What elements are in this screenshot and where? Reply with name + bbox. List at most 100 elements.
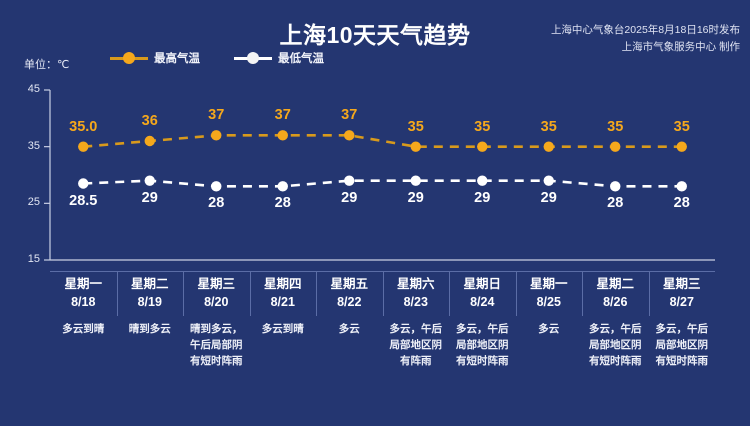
day-date-label: 8/19 [137, 295, 162, 309]
day-date-label: 8/21 [270, 295, 295, 309]
day-weather-description: 多云 [338, 323, 360, 335]
value-label-high-9: 35 [673, 118, 690, 135]
value-label-low-3: 28 [274, 195, 291, 212]
data-point-high-7[interactable] [543, 141, 554, 152]
day-column-separator-3 [249, 272, 251, 316]
data-point-low-2[interactable] [211, 181, 222, 192]
y-axis-tick-15: 15 [27, 253, 40, 265]
day-column-separator-6 [449, 272, 450, 316]
source-block: 上海中心气象台2025年8月18日16时发布 上海市气象服务中心 制作 [551, 22, 740, 56]
day-columns: 星期一 8/18 多云到晴 星期二 8/19 晴到多云 星期三 8/20 晴到多云， 午后局部阴有… [0, 268, 750, 398]
day-date-label: 8/22 [337, 295, 362, 309]
day-date-label: 8/26 [603, 295, 628, 309]
value-label-high-2: 37 [208, 107, 225, 124]
value-label-high-0: 35.0 [69, 118, 98, 135]
data-point-high-8[interactable] [610, 141, 621, 152]
day-column-separator-8 [582, 272, 583, 316]
day-column-1[interactable]: 星期二 8/19 晴到多云 [117, 268, 184, 337]
value-label-low-7: 29 [540, 189, 557, 206]
data-point-high-0[interactable] [78, 141, 89, 152]
data-point-low-4[interactable] [344, 175, 355, 186]
data-point-low-7[interactable] [543, 175, 554, 186]
data-point-high-4[interactable] [344, 130, 355, 141]
data-point-low-8[interactable] [610, 181, 621, 192]
day-weather-description: 多云 [538, 323, 560, 335]
value-label-high-1: 36 [141, 113, 158, 129]
day-date-label: 8/20 [204, 295, 229, 309]
data-point-low-1[interactable] [144, 175, 155, 186]
day-weekday-label: 星期三 [662, 277, 701, 291]
series-line-high [83, 134, 682, 148]
value-label-low-6: 29 [474, 189, 491, 206]
day-column-separator-1 [116, 272, 118, 316]
day-column-5[interactable]: 星期六 8/23 多云，午后 局部地区阴 有阵雨 [383, 268, 450, 369]
day-column-separator-9 [648, 272, 650, 316]
day-weekday-label: 星期六 [396, 277, 435, 291]
y-axis [44, 89, 715, 261]
data-point-low-5[interactable] [410, 175, 421, 186]
value-label-low-0: 28.5 [69, 192, 98, 209]
day-column-9[interactable]: 星期三 8/27 多云，午后 局部地区阴 有短时阵雨 [649, 268, 716, 369]
day-column-3[interactable]: 星期四 8/21 多云到晴 [250, 268, 317, 337]
value-label-high-8: 35 [607, 118, 624, 135]
day-column-4[interactable]: 星期五 8/22 多云 [316, 268, 383, 337]
data-point-low-6[interactable] [477, 175, 488, 186]
day-column-2[interactable]: 星期三 8/20 晴到多云， 午后局部阴 有短时阵雨 [183, 268, 250, 369]
day-weekday-label: 星期一 [64, 277, 102, 291]
legend-label-low: 最低气温 [278, 53, 324, 65]
chart-svg [44, 89, 715, 261]
day-weekday-label: 星期一 [529, 277, 568, 291]
day-column-6[interactable]: 星期日 8/24 多云，午后 局部地区阴 有短时阵雨 [449, 268, 516, 369]
day-column-7[interactable]: 星期一 8/25 多云 [516, 268, 583, 337]
day-column-0[interactable]: 星期一 8/18 多云到晴 [50, 268, 117, 337]
value-label-high-7: 35 [540, 118, 557, 135]
y-axis-tick-35: 35 [27, 139, 40, 152]
day-weather-description: 多云，午后 局部地区阴 有短时阵雨 [589, 323, 642, 367]
unit-label: 单位：℃ [24, 59, 70, 71]
day-date-label: 8/25 [536, 295, 561, 309]
value-label-high-3: 37 [274, 107, 291, 124]
day-column-separator-2 [183, 272, 184, 316]
value-label-low-4: 29 [341, 189, 358, 206]
data-point-low-9[interactable] [676, 181, 687, 192]
source-line-1: 上海中心气象台2025年8月18日16时发布 [550, 24, 740, 36]
data-point-low-0[interactable] [78, 178, 89, 189]
data-point-high-6[interactable] [477, 141, 488, 152]
chart-series-group [78, 130, 687, 192]
day-weekday-label: 星期三 [197, 277, 235, 291]
day-column-separator-5 [382, 272, 384, 316]
value-label-low-5: 29 [407, 189, 424, 206]
day-column-8[interactable]: 星期二 8/26 多云，午后 局部地区阴 有短时阵雨 [582, 268, 649, 369]
value-label-low-9: 28 [673, 195, 690, 212]
day-date-label: 8/24 [470, 295, 495, 309]
day-weekday-label: 星期日 [463, 277, 501, 291]
legend-item-high: 最高气温 [110, 50, 200, 66]
data-point-high-2[interactable] [211, 130, 222, 141]
day-weekday-label: 星期二 [130, 277, 169, 291]
day-weather-description: 晴到多云， 午后局部阴 有短时阵雨 [190, 323, 243, 367]
day-weather-description: 多云，午后 局部地区阴 有短时阵雨 [456, 323, 509, 367]
data-point-high-9[interactable] [676, 141, 687, 152]
data-point-high-5[interactable] [410, 141, 421, 152]
y-axis-tick-45: 45 [27, 83, 40, 95]
value-label-low-1: 29 [141, 189, 158, 206]
data-point-high-3[interactable] [277, 130, 288, 141]
day-weather-description: 多云到晴 [62, 323, 105, 335]
day-weekday-label: 星期二 [596, 277, 634, 291]
data-point-low-3[interactable] [277, 181, 288, 192]
value-label-low-8: 28 [607, 195, 624, 212]
legend-marker-low-icon [234, 52, 272, 64]
value-label-high-6: 35 [474, 118, 491, 135]
day-weather-description: 晴到多云 [128, 323, 171, 335]
legend-item-low: 最低气温 [234, 50, 324, 66]
data-point-high-1[interactable] [144, 135, 155, 147]
day-weekday-label: 星期四 [263, 277, 302, 291]
page-title: 上海10天天气趋势 [279, 22, 471, 48]
day-weekday-label: 星期五 [330, 277, 368, 291]
legend-label-high: 最高气温 [154, 53, 200, 65]
day-date-label: 8/18 [71, 295, 96, 309]
legend-marker-high-icon [110, 52, 148, 64]
chart-plot-area: 45 35 25 15 35.0 36 37 37 37 35 35 35 35 35 28.5 29 28 2… [0, 78, 750, 290]
day-weather-description: 多云，午后 局部地区阴 有阵雨 [389, 323, 443, 367]
day-column-separator-4 [316, 272, 317, 316]
